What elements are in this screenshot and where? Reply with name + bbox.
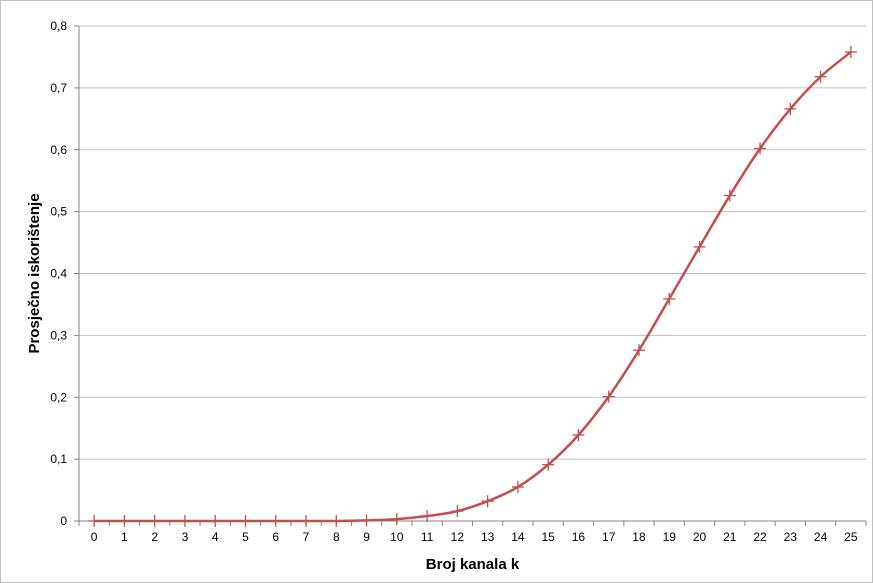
data-point-marker bbox=[784, 102, 797, 115]
x-tick-label: 16 bbox=[572, 530, 586, 544]
data-point-marker bbox=[663, 292, 676, 305]
y-tick-label: 0,4 bbox=[50, 267, 67, 281]
y-tick-label: 0,7 bbox=[50, 81, 67, 95]
data-point-marker bbox=[300, 515, 313, 527]
data-point-marker bbox=[330, 515, 343, 527]
x-tick-label: 6 bbox=[272, 530, 279, 544]
data-point-marker bbox=[239, 515, 252, 527]
x-tick-labels: 0 1 2 3 4 5 6 7 8 9 10 11 12 13 14 15 16 17 18 19 20 21 22 23 24… bbox=[91, 530, 858, 544]
data-point-marker bbox=[814, 70, 827, 83]
x-tick-label: 23 bbox=[784, 530, 798, 544]
x-tick-label: 8 bbox=[333, 530, 340, 544]
axes bbox=[74, 25, 867, 526]
series-layer bbox=[88, 45, 857, 527]
x-tick-label: 4 bbox=[212, 530, 219, 544]
data-point-marker bbox=[209, 515, 222, 527]
x-tick-label: 7 bbox=[303, 530, 310, 544]
data-point-marker bbox=[390, 513, 403, 526]
x-tick-label: 9 bbox=[363, 530, 370, 544]
data-point-marker bbox=[511, 480, 524, 493]
x-tick-label: 13 bbox=[481, 530, 495, 544]
x-tick-label: 22 bbox=[753, 530, 767, 544]
x-tick-label: 19 bbox=[663, 530, 677, 544]
data-point-marker bbox=[148, 515, 161, 527]
x-tick-label: 18 bbox=[632, 530, 646, 544]
x-tick-label: 10 bbox=[390, 530, 404, 544]
x-tick-label: 12 bbox=[451, 530, 465, 544]
data-point-marker bbox=[602, 390, 615, 403]
y-axis-title: Prosječno iskorištenje bbox=[26, 193, 43, 353]
y-tick-label: 0 bbox=[60, 514, 67, 528]
y-tick-label: 0,6 bbox=[50, 143, 67, 157]
x-tick-label: 15 bbox=[541, 530, 555, 544]
y-tick-label: 0,5 bbox=[50, 205, 67, 219]
x-tick-label: 14 bbox=[511, 530, 525, 544]
data-point-marker bbox=[632, 344, 645, 357]
data-point-marker bbox=[572, 428, 585, 441]
data-point-marker bbox=[754, 142, 767, 155]
data-point-marker bbox=[178, 515, 191, 527]
y-tick-label: 0,3 bbox=[50, 328, 67, 342]
data-point-marker bbox=[542, 458, 555, 471]
x-tick-label: 5 bbox=[242, 530, 249, 544]
x-axis-title: Broj kanala k bbox=[426, 556, 520, 573]
gridlines bbox=[79, 25, 866, 460]
y-tick-labels: 0 0,1 0,2 0,3 0,4 0,5 0,6 0,7 0,8 bbox=[50, 19, 67, 528]
data-point-marker bbox=[118, 515, 131, 527]
series-line bbox=[94, 51, 852, 523]
data-point-marker bbox=[421, 510, 434, 523]
x-tick-label: 24 bbox=[814, 530, 828, 544]
y-tick-label: 0,1 bbox=[50, 452, 67, 466]
x-tick-label: 17 bbox=[602, 530, 616, 544]
x-tick-label: 2 bbox=[151, 530, 158, 544]
x-tick-label: 0 bbox=[91, 530, 98, 544]
data-point-marker bbox=[88, 515, 101, 527]
y-tick-label: 0,8 bbox=[50, 19, 67, 33]
data-point-marker bbox=[451, 505, 464, 518]
data-point-marker bbox=[723, 189, 736, 202]
x-tick-label: 20 bbox=[693, 530, 707, 544]
data-point-marker bbox=[481, 495, 494, 508]
x-tick-label: 11 bbox=[421, 530, 434, 544]
data-point-marker bbox=[269, 515, 282, 527]
data-point-marker bbox=[360, 514, 373, 527]
x-tick-label: 25 bbox=[844, 530, 858, 544]
data-point-marker bbox=[844, 45, 857, 58]
x-tick-label: 1 bbox=[121, 530, 128, 544]
data-point-marker bbox=[693, 240, 706, 253]
x-tick-label: 3 bbox=[182, 530, 189, 544]
y-tick-label: 0,2 bbox=[50, 390, 67, 404]
x-tick-label: 21 bbox=[723, 530, 737, 544]
